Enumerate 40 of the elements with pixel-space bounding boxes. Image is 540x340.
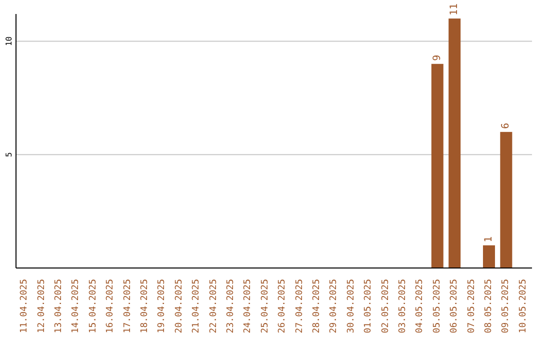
x-tick-label: 05.05.2025 (432, 279, 442, 334)
x-tick-label: 14.04.2025 (71, 279, 82, 334)
x-tick-label: 08.05.2025 (484, 279, 494, 334)
x-tick-label: 06.05.2025 (450, 279, 460, 334)
x-tick-label: 21.04.2025 (192, 279, 202, 334)
x-tick-label: 28.04.2025 (312, 279, 322, 334)
x-tick-label: 30.04.2025 (346, 279, 356, 334)
bar (431, 64, 444, 268)
data-label: 6 (500, 122, 512, 129)
y-tick-label: 10 (4, 36, 14, 46)
y-tick-label: 5 (4, 152, 14, 158)
data-label: 11 (449, 3, 460, 16)
x-tick-label: 22.04.2025 (208, 279, 219, 334)
x-tick-label: 10.05.2025 (518, 279, 528, 334)
x-tick-label: 09.05.2025 (501, 279, 512, 334)
x-tick-label: 26.04.2025 (278, 279, 288, 334)
bar (482, 245, 495, 268)
x-tick-label: 24.04.2025 (243, 279, 254, 334)
x-tick-label: 17.04.2025 (122, 279, 133, 334)
x-tick-label: 11.04.2025 (20, 279, 30, 334)
x-tick-label: 03.05.2025 (398, 279, 408, 334)
x-tick-label: 29.04.2025 (329, 279, 340, 334)
x-tick-label: 01.05.2025 (364, 279, 374, 334)
bar (500, 132, 512, 268)
x-tick-label: 04.05.2025 (415, 279, 426, 334)
x-tick-label: 12.04.2025 (36, 279, 47, 334)
x-tick-label: 27.04.2025 (294, 279, 305, 334)
x-tick-label: 25.04.2025 (260, 279, 270, 334)
x-tick-label: 20.04.2025 (174, 279, 184, 334)
x-tick-label: 15.04.2025 (88, 279, 98, 334)
x-tick-label: 07.05.2025 (466, 279, 477, 334)
data-label: 1 (483, 236, 494, 242)
x-tick-label: 23.04.2025 (226, 279, 236, 334)
bar (448, 18, 461, 268)
x-tick-label: 18.04.2025 (140, 279, 150, 334)
x-tick-label: 02.05.2025 (380, 279, 391, 334)
x-tick-label: 16.04.2025 (106, 279, 116, 334)
x-tick-label: 13.04.2025 (54, 279, 64, 334)
data-label: 9 (432, 54, 443, 61)
x-tick-label: 19.04.2025 (157, 279, 168, 334)
